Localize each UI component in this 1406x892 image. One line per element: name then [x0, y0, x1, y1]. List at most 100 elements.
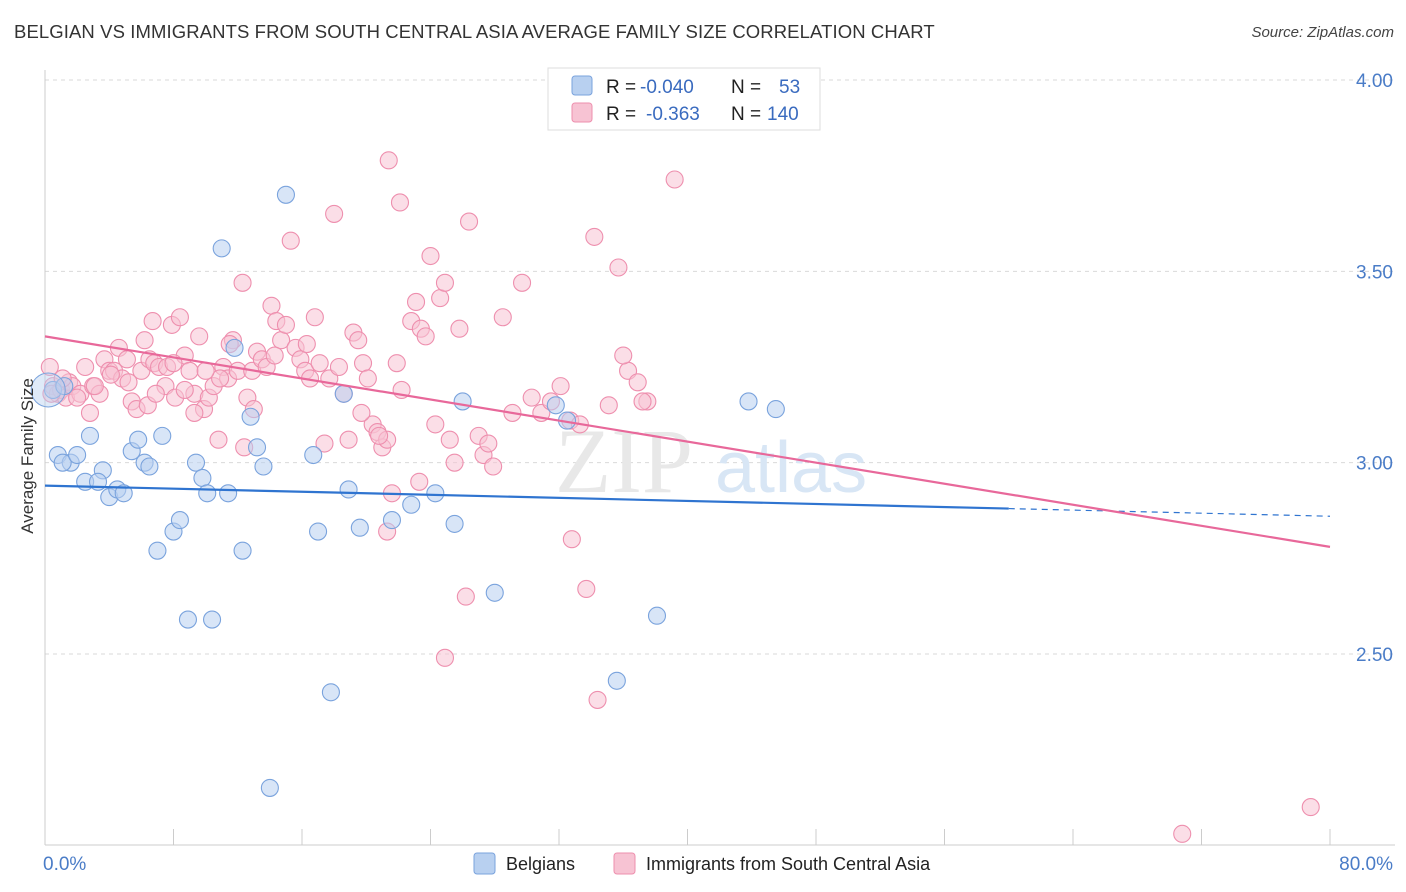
watermark-atlas: atlas — [715, 428, 867, 508]
belgian-point-40 — [445, 514, 464, 533]
immigrant-point-74 — [387, 354, 406, 373]
belgian-point-28 — [241, 407, 260, 426]
immigrant-point-92 — [493, 308, 512, 327]
legend-swatch-belgians — [571, 75, 593, 96]
source-credit: Source: ZipAtlas.com — [1251, 24, 1394, 41]
immigrant-point-117 — [196, 361, 215, 380]
belgian-point-34 — [334, 384, 353, 403]
immigrant-point-33 — [190, 327, 209, 346]
belgian-point-large — [30, 372, 66, 408]
belgian-point-6 — [80, 426, 100, 445]
belgian-point-32 — [304, 445, 323, 465]
belgian-point-43 — [546, 396, 565, 415]
legend-n-label-1: N = — [731, 77, 761, 98]
immigrant-point-137 — [435, 648, 455, 667]
immigrant-point-111 — [379, 151, 398, 170]
immigrant-point-123 — [85, 377, 104, 396]
immigrant-point-57 — [305, 308, 324, 327]
immigrant-point-87 — [459, 212, 479, 231]
immigrant-point-139 — [1173, 824, 1192, 843]
immigrant-point-102 — [599, 396, 618, 415]
x-tick-label-1: 80.0% — [1339, 854, 1393, 875]
immigrant-point-82 — [431, 289, 450, 308]
bottom-legend-swatch-belgians — [473, 852, 496, 875]
immigrant-point-107 — [614, 346, 633, 365]
legend-n-label-2: N = — [731, 104, 761, 125]
immigrant-point-130 — [185, 403, 204, 422]
immigrant-point-66 — [349, 331, 368, 350]
x-tick-label-0: 0.0% — [43, 854, 86, 875]
bottom-legend-label-belgians: Belgians — [506, 854, 575, 874]
immigrant-point-61 — [325, 204, 344, 223]
immigrant-point-51 — [276, 315, 295, 334]
immigrant-point-124 — [68, 388, 87, 407]
correlation-legend: R = -0.040 N = 53 R = -0.363 N = 140 — [547, 67, 821, 131]
immigrant-point-118 — [175, 380, 194, 400]
immigrant-point-113 — [297, 334, 316, 354]
immigrant-point-83 — [435, 273, 455, 292]
belgian-point-50 — [203, 610, 222, 629]
belgian-point-12 — [114, 484, 133, 503]
tick-labels: 2.50 3.00 3.50 4.00 0.0% 80.0% — [43, 71, 1393, 875]
immigrant-point-9 — [80, 403, 100, 422]
immigrant-point-103 — [609, 258, 628, 277]
y-tick-label-0: 2.50 — [1356, 645, 1393, 666]
immigrant-point-109 — [665, 170, 684, 189]
belgian-point-21 — [186, 453, 206, 472]
immigrant-point-138 — [588, 690, 607, 709]
immigrant-point-127 — [352, 403, 371, 422]
chart-title: BELGIAN VS IMMIGRANTS FROM SOUTH CENTRAL… — [14, 21, 935, 42]
belgian-point-39 — [426, 484, 445, 503]
legend-box — [547, 67, 821, 131]
axes — [44, 70, 1395, 846]
belgian-point-18 — [148, 541, 167, 560]
immigrant-point-122 — [101, 365, 120, 384]
immigrant-point-37 — [209, 430, 228, 449]
legend-r-value-1: -0.040 — [640, 77, 694, 98]
belgian-point-24 — [219, 484, 238, 503]
immigrant-point-68 — [358, 369, 377, 388]
immigrant-point-21 — [135, 331, 154, 350]
immigrant-point-80 — [421, 246, 440, 266]
legend-r-label-2: R = — [606, 104, 636, 125]
immigrant-point-91 — [484, 457, 503, 476]
belgian-point-20 — [170, 511, 189, 530]
legend-r-value-2: -0.363 — [646, 104, 700, 125]
belgian-point-45 — [607, 671, 626, 690]
immigrant-point-42 — [233, 273, 252, 292]
belgians-trend-extension — [1008, 507, 1331, 517]
immigrant-point-121 — [119, 373, 138, 392]
belgian-point-14 — [129, 430, 148, 449]
legend-n-value-1: 53 — [779, 77, 800, 98]
y-axis-label: Average Family Size — [18, 378, 37, 534]
trend-lines — [44, 335, 1331, 548]
belgian-point-37 — [382, 511, 402, 530]
belgian-point-4 — [53, 453, 72, 472]
watermark: ZIP atlas — [555, 410, 867, 512]
belgian-point-49 — [178, 610, 198, 629]
immigrant-point-135 — [562, 530, 581, 549]
immigrant-point-48 — [262, 296, 281, 315]
immigrant-point-62 — [329, 357, 348, 377]
immigrant-point-116 — [211, 369, 230, 388]
immigrant-point-105 — [628, 373, 647, 392]
bottom-legend-swatch-immigrants — [613, 852, 636, 875]
immigrant-point-8 — [76, 357, 95, 377]
immigrant-point-90 — [479, 434, 498, 453]
immigrant-point-114 — [265, 346, 284, 365]
immigrant-point-98 — [551, 377, 570, 396]
belgian-point-38 — [402, 495, 421, 514]
immigrant-point-112 — [390, 193, 410, 212]
belgian-point-22 — [193, 468, 212, 488]
belgian-point-26 — [212, 239, 231, 258]
immigrant-point-81 — [426, 415, 445, 434]
belgian-point-25 — [225, 338, 244, 357]
y-tick-label-3: 4.00 — [1356, 71, 1393, 92]
immigrant-point-141 — [410, 472, 429, 491]
immigrant-point-67 — [353, 354, 373, 373]
immigrant-point-52 — [281, 231, 300, 250]
belgian-point-35 — [339, 480, 358, 499]
belgian-point-31 — [276, 185, 295, 204]
belgian-point-23 — [198, 484, 217, 503]
